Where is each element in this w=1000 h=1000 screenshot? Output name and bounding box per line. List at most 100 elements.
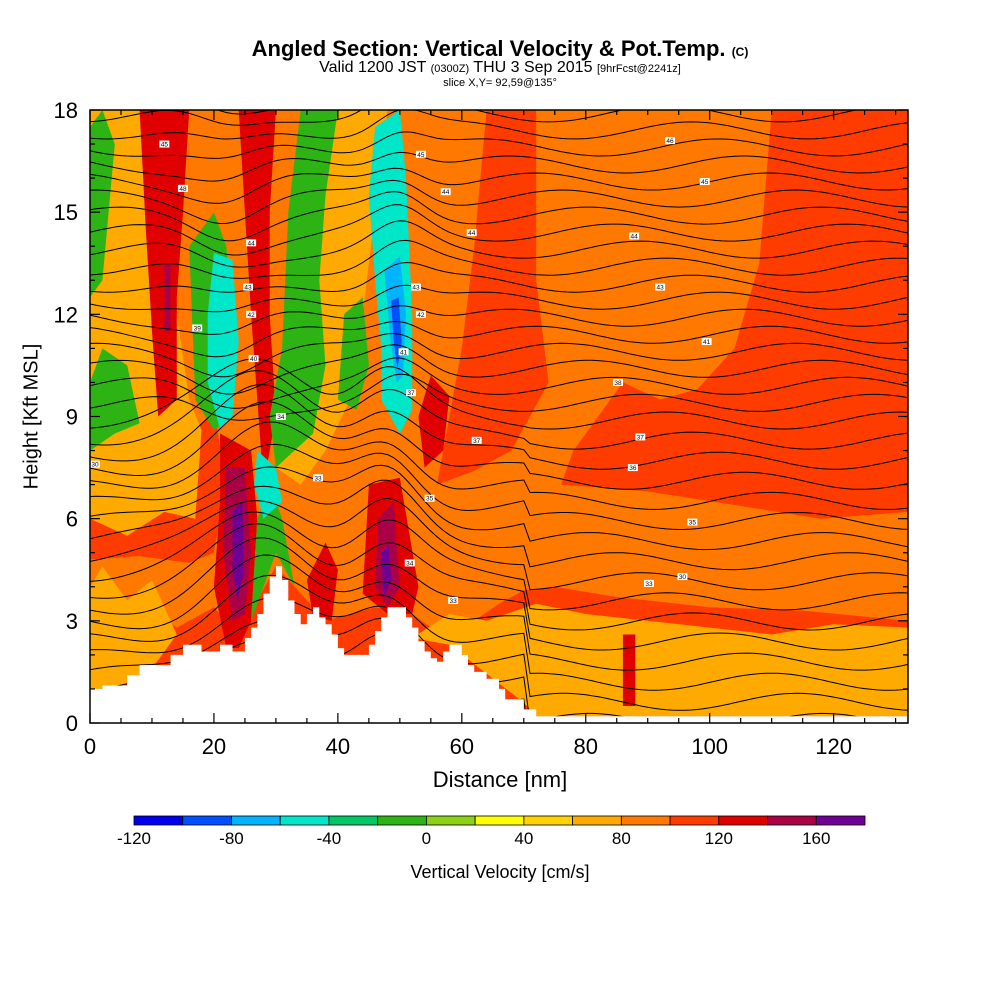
y-tick-label: 12 (54, 302, 78, 327)
colorbar-swatch (425, 815, 476, 826)
y-axis-label: Height [Kft MSL] (20, 343, 43, 490)
valid-prefix: Valid 1200 JST (319, 59, 427, 76)
theta-contour (90, 358, 908, 430)
contour-label: 44 (630, 234, 638, 241)
contour-label-bg (677, 573, 688, 581)
colorbar-tick-label: 160 (802, 829, 830, 848)
contour-label-bg (629, 232, 640, 240)
contour-label: 45 (417, 152, 425, 159)
x-tick-label: 40 (326, 734, 350, 759)
y-tick-label: 3 (66, 609, 78, 634)
theta-contour (90, 511, 908, 611)
x-tick-label: 100 (691, 734, 728, 759)
contour-label-bg (440, 188, 451, 196)
theta-contour (90, 497, 908, 591)
contour-label: 30 (679, 574, 687, 581)
contour-label-bg (471, 436, 482, 444)
colorbar-swatch (328, 815, 379, 826)
contour-label-bg (665, 137, 676, 145)
contour-label: 39 (194, 325, 202, 332)
contour-label: 33 (314, 475, 322, 482)
contour-label: 44 (468, 230, 476, 237)
contour-label: 44 (442, 189, 450, 196)
contour-label: 42 (417, 312, 425, 319)
contour-label: 43 (657, 285, 665, 292)
theta-contour (90, 151, 908, 182)
theta-contour (90, 320, 908, 358)
colorbar-swatch (474, 815, 525, 826)
colorbar-tick-label: -40 (317, 829, 342, 848)
contour-label: 43 (244, 285, 252, 292)
theta-contour (90, 574, 908, 691)
slice-info: slice X,Y= 92,59@135° (443, 77, 557, 89)
colorbar-tick-label: 80 (612, 829, 631, 848)
contour-label: 34 (277, 414, 285, 421)
velocity-region (238, 110, 276, 485)
contour-label-bg (404, 559, 415, 567)
colorbar-swatch (133, 815, 184, 826)
title-unit: (C) (731, 45, 749, 59)
contour-label-bg (687, 518, 698, 526)
colorbar-swatch (767, 815, 817, 826)
theta-contour (90, 554, 908, 671)
y-tick-label: 18 (54, 98, 78, 123)
colorbar-tick-label: -80 (219, 829, 244, 848)
terrain-mask (90, 566, 908, 723)
theta-contour (90, 597, 908, 711)
velocity-region (412, 603, 908, 717)
theta-contour (90, 332, 908, 378)
velocity-region (164, 263, 171, 332)
x-tick-label: 60 (450, 734, 474, 759)
contour-label: 34 (406, 560, 414, 567)
contour-label-bg (643, 579, 654, 587)
theta-contour (216, 110, 274, 115)
contour-label: 36 (629, 465, 637, 472)
contour-label: 30 (91, 462, 99, 469)
contour-label-bg (448, 596, 459, 604)
velocity-region (784, 110, 846, 417)
contour-label-bg (415, 310, 426, 318)
contour-label-bg (415, 150, 426, 158)
chart-title: Angled Section: Vertical Velocity & Pot.… (0, 36, 1000, 62)
contour-label-bg (246, 310, 257, 318)
theta-contour (90, 537, 908, 651)
velocity-region (251, 484, 295, 621)
x-tick-label: 80 (574, 734, 598, 759)
theta-contour (90, 344, 908, 395)
theta-contour (90, 220, 908, 268)
contour-label: 35 (689, 520, 697, 527)
contour-label: 37 (407, 390, 415, 397)
theta-contour (90, 401, 908, 490)
theta-contour (90, 370, 908, 450)
valid-date: THU 3 Sep 2015 (473, 59, 593, 76)
theta-contour (90, 179, 908, 225)
y-tick-label: 0 (66, 711, 78, 736)
theta-contour (90, 204, 908, 256)
contour-label: 45 (161, 142, 169, 149)
contour-label-bg (246, 239, 257, 247)
contour-label-bg (424, 494, 435, 502)
theta-contour (90, 239, 908, 279)
contour-label-bg (192, 324, 203, 332)
velocity-region (139, 110, 190, 417)
contour-label: 46 (666, 138, 674, 145)
contour-label-bg (699, 178, 710, 186)
contour-label-bg (627, 464, 638, 472)
theta-contour (90, 305, 908, 335)
theta-contour (90, 110, 858, 126)
colorbar-swatch (279, 815, 330, 826)
contour-label: 41 (400, 349, 408, 356)
velocity-region (90, 348, 140, 451)
theta-contour (90, 479, 908, 571)
contour-label: 33 (645, 581, 653, 588)
colorbar-swatch (620, 815, 671, 826)
contour-label-bg (243, 283, 254, 291)
contour-label: 40 (250, 356, 258, 363)
x-tick-label: 20 (202, 734, 226, 759)
theta-contour (90, 523, 908, 631)
colorbar-swatch (523, 815, 573, 826)
contour-label-bg (466, 229, 477, 237)
colorbar-swatch (377, 815, 427, 826)
velocity-region (207, 253, 239, 431)
